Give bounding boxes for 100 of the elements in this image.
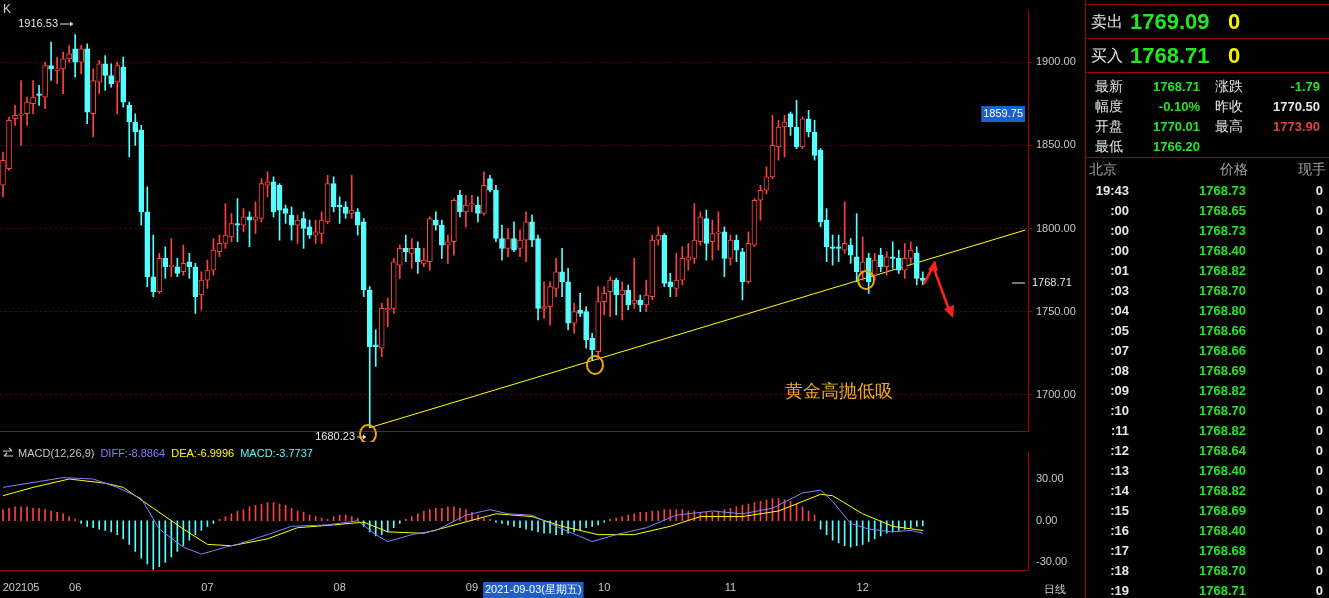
y-tick-label: 1850.00 xyxy=(1036,138,1076,151)
text: 19:43 xyxy=(1095,182,1129,198)
text: 1768.68 xyxy=(1199,542,1246,558)
text: :16 xyxy=(1110,522,1129,538)
text: 日线 xyxy=(1044,583,1066,596)
annotation: 1859.75 xyxy=(983,107,1023,120)
text: 0 xyxy=(1315,402,1323,418)
text: 0 xyxy=(1315,422,1323,438)
text: 卖出 xyxy=(1091,13,1123,30)
text: :08 xyxy=(1110,362,1129,378)
text: 0 xyxy=(1315,342,1323,358)
candlestick xyxy=(18,80,24,146)
text: 0 xyxy=(1315,582,1323,598)
text: 1768.66 xyxy=(1199,322,1246,338)
text: 0 xyxy=(1315,382,1323,398)
text: 1768.73 xyxy=(1199,182,1246,198)
x-tick-label: 10 xyxy=(598,581,611,594)
candlestick xyxy=(577,293,583,317)
text: 1768.70 xyxy=(1199,402,1246,418)
text: 涨跌 xyxy=(1215,78,1243,94)
candlestick xyxy=(445,234,451,264)
candlestick xyxy=(631,258,638,309)
text: -0.10% xyxy=(1158,98,1200,114)
text: :00 xyxy=(1110,202,1129,218)
text: DEA:-6.9996 xyxy=(171,447,235,460)
text: 0 xyxy=(1315,202,1323,218)
text: 1768.65 xyxy=(1199,202,1246,218)
text: 1766.20 xyxy=(1153,138,1200,154)
text: 1770.50 xyxy=(1273,98,1320,114)
candlestick xyxy=(348,174,355,219)
text: 2021-09-03(星期五) xyxy=(485,583,582,596)
x-tick-label: 202105 xyxy=(2,581,40,594)
text: 0 xyxy=(1315,482,1323,498)
text: :07 xyxy=(1110,342,1129,358)
text: 1768.70 xyxy=(1199,562,1246,578)
text: MACD:-3.7737 xyxy=(240,447,313,460)
x-tick-label: 12 xyxy=(856,581,869,594)
text: :19 xyxy=(1110,582,1129,598)
text: 1768.71 xyxy=(1130,43,1210,68)
x-tick-label: 11 xyxy=(724,581,737,594)
text: 1768.71 xyxy=(1199,582,1246,598)
candlestick xyxy=(402,234,409,263)
text: 0 xyxy=(1315,322,1323,338)
text: 0 xyxy=(1315,462,1323,478)
text: :15 xyxy=(1110,502,1129,518)
text: 现手 xyxy=(1298,161,1326,177)
text: :12 xyxy=(1110,442,1129,458)
text: 最低 xyxy=(1095,138,1123,154)
candlestick xyxy=(655,226,662,246)
x-tick-label: 06 xyxy=(69,581,82,594)
candlestick xyxy=(463,194,469,228)
text: 0 xyxy=(1315,502,1323,518)
text: 1768.40 xyxy=(1199,462,1246,478)
candlestick xyxy=(60,51,66,95)
text: 最高 xyxy=(1215,118,1243,134)
text: :03 xyxy=(1110,282,1129,298)
text: 1768.71 xyxy=(1153,78,1200,94)
series-label: DIFF:-8.8864 xyxy=(100,447,166,460)
text: -1.79 xyxy=(1290,78,1320,94)
text: 1768.80 xyxy=(1199,302,1246,318)
text: :00 xyxy=(1110,222,1129,238)
text: 1768.82 xyxy=(1199,482,1246,498)
text: 1768.40 xyxy=(1199,242,1246,258)
candlestick xyxy=(12,105,18,126)
text: 北京 xyxy=(1089,161,1117,177)
text: 0 xyxy=(1315,522,1323,538)
candlestick xyxy=(541,281,547,319)
text: :14 xyxy=(1110,482,1129,498)
y-tick-label: 1900.00 xyxy=(1036,55,1076,68)
text: 0 xyxy=(1228,9,1241,34)
y-tick-label: 30.00 xyxy=(1036,472,1064,485)
y-tick-label: 1750.00 xyxy=(1036,304,1076,317)
candlestick xyxy=(54,56,60,85)
text: 1768.40 xyxy=(1199,522,1246,538)
text: 1768.82 xyxy=(1199,262,1246,278)
text: 1768.82 xyxy=(1199,422,1246,438)
candlestick xyxy=(421,248,427,268)
text: 0 xyxy=(1315,222,1323,238)
text: 1768.82 xyxy=(1199,382,1246,398)
text: :13 xyxy=(1110,462,1129,478)
text: 1768.69 xyxy=(1199,502,1246,518)
text: 昨收 xyxy=(1215,98,1243,114)
x-tick-label: 08 xyxy=(333,581,346,594)
text: 0 xyxy=(1315,362,1323,378)
text: 0 xyxy=(1315,542,1323,558)
text: 1768.70 xyxy=(1199,282,1246,298)
text: 1768.66 xyxy=(1199,342,1246,358)
candlestick xyxy=(48,41,54,81)
text: 1773.90 xyxy=(1273,118,1320,134)
text: :10 xyxy=(1110,402,1129,418)
text: :05 xyxy=(1110,322,1129,338)
annotation: K xyxy=(3,2,12,17)
candlestick xyxy=(559,248,565,298)
annotation: 1916.53 xyxy=(18,17,58,30)
text: 0 xyxy=(1315,302,1323,318)
annotation: 黄金高抛低吸 xyxy=(785,380,893,401)
y-tick-label: -30.00 xyxy=(1036,555,1068,568)
y-tick-label: 1800.00 xyxy=(1036,221,1076,234)
y-tick-label: 1700.00 xyxy=(1036,387,1076,400)
text: 0 xyxy=(1315,562,1323,578)
